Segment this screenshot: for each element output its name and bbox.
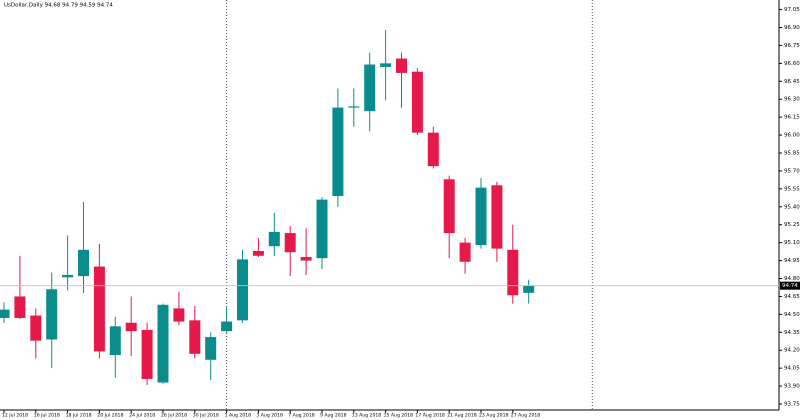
x-tick-label: 18 Jul 2018: [66, 413, 92, 419]
y-tick-label: 94.95: [784, 258, 800, 264]
candle-body: [475, 187, 487, 246]
candle-body: [252, 251, 264, 256]
y-tick-label: 94.50: [784, 312, 800, 318]
candle-body: [78, 249, 89, 277]
y-tick-label: 95.85: [784, 151, 800, 157]
x-tick-label: 17 Aug 2018: [415, 413, 445, 419]
candle-body: [523, 285, 535, 293]
x-tick-label: 23 Aug 2018: [479, 413, 509, 419]
y-tick-label: 93.90: [784, 384, 800, 390]
y-tick-label: 93.75: [784, 402, 800, 408]
candle-body: [284, 233, 296, 253]
x-tick-label: 27 Aug 2018: [511, 413, 541, 419]
y-tick-label: 95.40: [784, 204, 800, 210]
candle-body: [507, 249, 519, 296]
y-tick-label: 97.05: [784, 7, 800, 13]
x-tick-label: 30 Jul 2018: [193, 413, 219, 419]
y-tick-label: 96.45: [784, 79, 800, 85]
candle-body: [125, 322, 137, 332]
candle-body: [173, 308, 185, 322]
candle-body: [443, 179, 455, 234]
candle-body: [332, 107, 344, 197]
candle-body: [316, 199, 328, 259]
last-price-box: [780, 281, 800, 290]
x-tick-label: 9 Aug 2018: [320, 413, 347, 419]
y-tick-label: 96.90: [784, 25, 800, 31]
x-tick-label: 3 Aug 2018: [256, 413, 283, 419]
y-tick-label: 96.30: [784, 97, 800, 103]
x-tick-label: 15 Aug 2018: [384, 413, 414, 419]
candle-body: [268, 231, 280, 247]
x-tick-label: 16 Jul 2018: [34, 413, 60, 419]
candle-body: [205, 337, 217, 360]
x-tick-label: 26 Jul 2018: [161, 413, 187, 419]
candle-body: [380, 63, 392, 67]
x-tick-label: 1 Aug 2018: [225, 413, 252, 419]
x-tick-label: 7 Aug 2018: [288, 413, 315, 419]
last-price-label: 94.74: [782, 283, 798, 289]
candle-body: [427, 132, 439, 167]
candle-body: [141, 329, 153, 379]
candle-body: [93, 266, 105, 352]
chart-title: UsDollar,Daily 94.68 94.79 94.59 94.74: [4, 3, 113, 9]
candle-body: [411, 71, 423, 133]
candle-body: [396, 58, 407, 73]
y-tick-label: 95.25: [784, 222, 800, 228]
y-tick-label: 96.75: [784, 43, 800, 49]
x-tick-label: 13 Aug 2018: [352, 413, 382, 419]
candle-body: [46, 289, 58, 340]
y-tick-label: 94.65: [784, 294, 800, 300]
candle-body: [109, 326, 121, 356]
y-tick-label: 95.55: [784, 186, 800, 192]
x-tick-label: 20 Jul 2018: [97, 413, 123, 419]
y-tick-label: 95.70: [784, 168, 800, 174]
y-tick-label: 95.10: [784, 240, 800, 246]
y-tick-label: 94.05: [784, 366, 800, 372]
candle-body: [237, 259, 248, 321]
y-tick-label: 96.00: [784, 133, 800, 139]
candle-body: [348, 106, 360, 108]
candle-body: [189, 320, 201, 354]
candle-body: [62, 274, 74, 278]
y-tick-label: 94.80: [784, 276, 800, 282]
candle-body: [14, 296, 26, 318]
candle-body: [459, 242, 471, 262]
x-tick-label: 21 Aug 2018: [447, 413, 477, 419]
candle-body: [364, 64, 376, 112]
x-tick-label: 24 Jul 2018: [129, 413, 155, 419]
candle-body: [221, 321, 233, 332]
candle-body: [30, 315, 42, 341]
x-tick-label: 12 Jul 2018: [2, 413, 28, 419]
candle-body: [491, 185, 503, 249]
candle-body: [157, 304, 169, 383]
y-tick-label: 94.20: [784, 348, 800, 354]
y-tick-label: 94.35: [784, 330, 800, 336]
y-tick-label: 96.15: [784, 115, 800, 121]
candle-body: [300, 256, 312, 261]
y-tick-label: 96.60: [784, 61, 800, 67]
candle-body: [0, 309, 10, 318]
